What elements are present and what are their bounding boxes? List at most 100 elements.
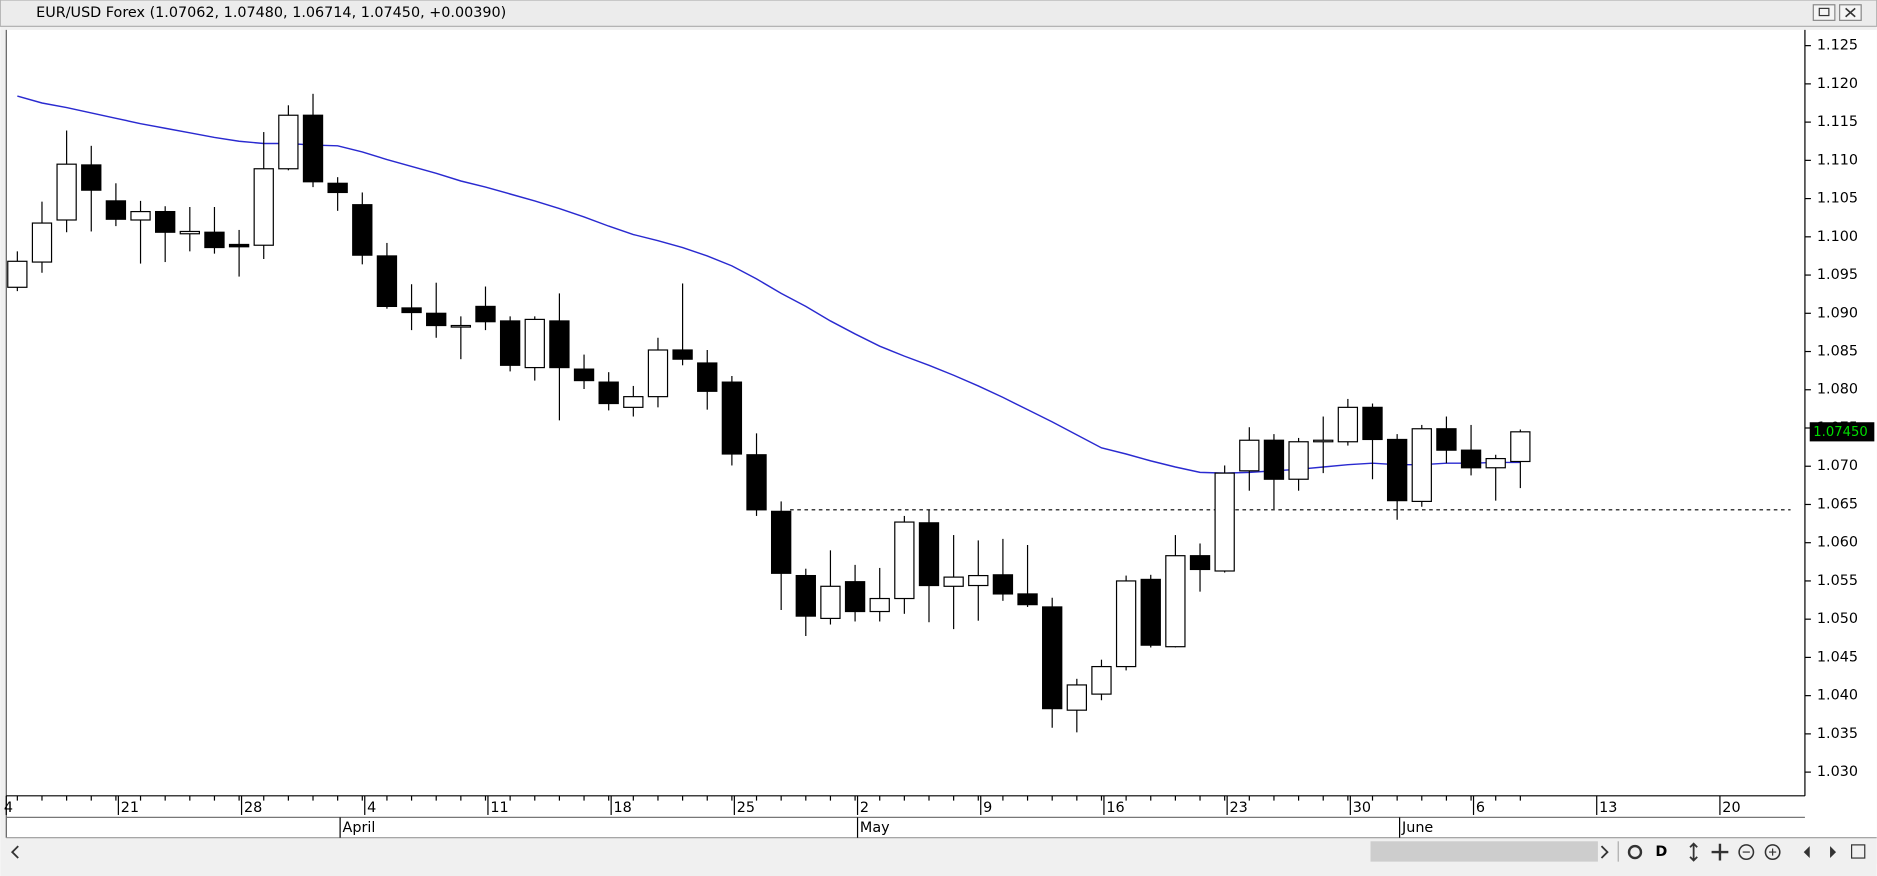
vertical-scale-button[interactable] — [1689, 842, 1698, 862]
table-button[interactable] — [1851, 844, 1866, 859]
x-tick-label: 20 — [1722, 800, 1740, 816]
candle-body — [376, 255, 398, 308]
candle-body — [179, 230, 200, 235]
y-tick-label: 1.045 — [1817, 649, 1858, 665]
refresh-button[interactable] — [1627, 844, 1643, 860]
candle-body — [401, 307, 422, 314]
y-tick-label: 1.110 — [1817, 152, 1858, 168]
month-label: June — [1401, 820, 1433, 836]
candle-body — [155, 210, 176, 233]
candle-body — [228, 243, 250, 248]
x-tick-label: 2 — [860, 800, 869, 816]
candle-body — [278, 114, 299, 170]
step-forward-button[interactable] — [1830, 846, 1837, 859]
candle-body — [721, 381, 743, 455]
candle-body — [598, 381, 619, 405]
candle-body — [647, 349, 669, 398]
candle-body — [1460, 449, 1482, 469]
close-icon — [1845, 7, 1856, 18]
y-tick-label: 1.060 — [1817, 535, 1858, 551]
x-tick-label: 23 — [1230, 800, 1248, 816]
candle-body — [943, 576, 964, 587]
candle-body — [1263, 439, 1285, 480]
candle-body — [7, 260, 28, 288]
candle-body — [573, 368, 595, 382]
y-tick-label: 1.035 — [1817, 726, 1858, 742]
candle-body — [549, 320, 570, 369]
candle-body — [820, 585, 841, 620]
y-tick-label: 1.120 — [1817, 76, 1858, 92]
x-tick-label: 4 — [4, 800, 13, 816]
x-tick-label: 28 — [244, 800, 262, 816]
candle-body — [1386, 438, 1408, 502]
candle-body — [81, 164, 102, 191]
candle-body — [1214, 472, 1235, 572]
x-tick-label: 30 — [1353, 800, 1371, 816]
scroll-left[interactable] — [10, 845, 19, 859]
candle-body — [130, 210, 151, 221]
title-bar — [0, 0, 1877, 27]
step-back-button[interactable] — [1803, 846, 1810, 859]
zoom-in-icon — [1769, 848, 1777, 856]
candle-body — [1091, 665, 1112, 695]
restore-icon — [1818, 7, 1830, 17]
candle-body — [1042, 606, 1063, 710]
plot-area: 1.030 1.035 1.040 1.045 1.050 1.055 1.060 1.065… — [4, 38, 1875, 838]
candle-body — [1066, 684, 1088, 711]
candle-body — [1411, 428, 1432, 503]
candle-body — [844, 581, 866, 613]
candle-body — [1017, 593, 1038, 606]
y-tick-label: 1.125 — [1817, 38, 1858, 54]
candle-body — [426, 312, 447, 327]
window-buttons[interactable] — [1812, 4, 1862, 21]
candle-body — [869, 597, 890, 613]
zoom-out-button[interactable] — [1738, 844, 1755, 861]
candle-body — [968, 574, 989, 587]
period-button[interactable]: D — [1655, 844, 1667, 860]
x-tick-label: 6 — [1476, 800, 1485, 816]
window-title: EUR/USD Forex (1.07062, 1.07480, 1.06714… — [36, 5, 506, 21]
candle-body — [1140, 578, 1161, 646]
month-label: May — [860, 820, 890, 836]
candle-body — [56, 163, 77, 221]
x-tick-label: 4 — [367, 800, 376, 816]
candle-body — [524, 318, 545, 369]
move-button[interactable] — [1711, 843, 1729, 861]
scroll-right[interactable] — [1600, 845, 1609, 859]
y-tick-label: 1.070 — [1817, 458, 1858, 474]
candle-body — [499, 320, 521, 366]
candle-body — [1313, 439, 1334, 443]
y-tick-label: 1.100 — [1817, 229, 1858, 245]
restore-button[interactable] — [1812, 4, 1836, 21]
candle-body — [746, 454, 767, 511]
candle-body — [894, 521, 915, 600]
y-tick-label: 1.115 — [1817, 114, 1858, 130]
x-tick-label: 25 — [737, 800, 755, 816]
y-tick-label: 1.105 — [1817, 191, 1858, 207]
candle-body — [253, 168, 274, 246]
candle-body — [918, 522, 940, 587]
y-tick-label: 1.090 — [1817, 305, 1858, 321]
candle-body — [105, 200, 127, 220]
y-tick-label: 1.085 — [1817, 344, 1858, 360]
month-label: April — [343, 820, 376, 836]
candle-body — [352, 204, 373, 256]
candle-body — [1165, 555, 1186, 648]
zoom-in-button[interactable] — [1764, 844, 1781, 861]
candle-body — [1485, 457, 1506, 469]
x-tick-label: 16 — [1106, 800, 1124, 816]
candle-body — [204, 231, 225, 249]
candle-body — [475, 305, 496, 323]
x-tick-label: 9 — [983, 800, 992, 816]
candle-body — [770, 510, 792, 574]
candle-body — [1436, 428, 1457, 451]
scroll-thumb[interactable] — [1370, 841, 1598, 862]
candle-body — [697, 362, 718, 392]
candle-body — [327, 182, 348, 194]
candle-body — [31, 222, 53, 263]
y-tick-label: 1.065 — [1817, 496, 1858, 512]
candle-body — [795, 574, 816, 617]
last-price-label: 1.07450 — [1813, 425, 1867, 440]
